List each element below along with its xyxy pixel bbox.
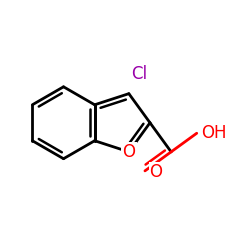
Text: OH: OH (201, 124, 227, 142)
Text: O: O (150, 163, 162, 181)
Text: Cl: Cl (132, 66, 148, 84)
Text: O: O (122, 143, 135, 161)
